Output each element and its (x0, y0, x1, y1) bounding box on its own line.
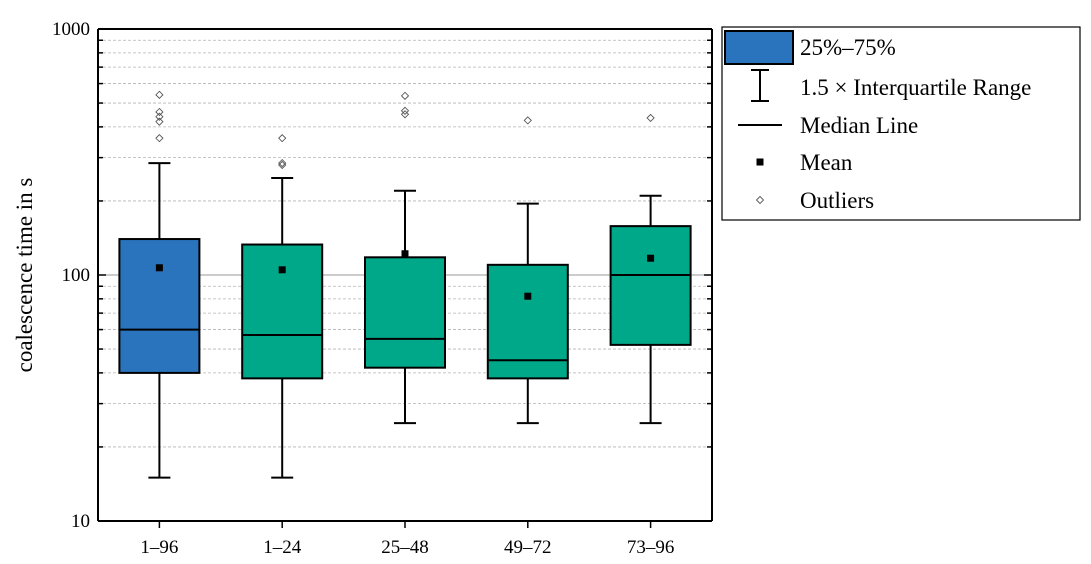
legend: 25%–75% 1.5 × Interquartile Range Median L… (721, 26, 1081, 221)
outlier-marker (400, 91, 410, 100)
x-tick-label: 25–48 (381, 537, 429, 558)
legend-label: 1.5 × Interquartile Range (800, 75, 1031, 100)
outlier-marker (523, 116, 532, 125)
outlier-marker (400, 106, 410, 115)
box-group (486, 116, 569, 425)
box-group (609, 113, 692, 425)
iqr-box (118, 238, 201, 374)
x-tick-label: 49–72 (504, 537, 552, 558)
mean-marker (524, 292, 532, 300)
box-group (364, 91, 446, 425)
x-tick-label: 1–96 (140, 537, 178, 558)
mean-marker (401, 250, 409, 258)
mean-marker (278, 266, 286, 274)
legend-item-mean: Mean (756, 150, 853, 175)
legend-box-swatch (724, 30, 794, 65)
outlier-marker (155, 107, 164, 117)
outlier-marker (646, 113, 655, 123)
axes: 10 100 1000 1–96 1–24 25–48 49–72 73–96 (52, 19, 713, 558)
mean-marker (647, 254, 655, 262)
y-tick-label: 1000 (52, 19, 90, 40)
legend-label: 25%–75% (800, 35, 896, 60)
legend-label: Mean (800, 150, 853, 175)
y-tick-label: 10 (71, 511, 90, 532)
outlier-marker (400, 110, 410, 119)
legend-item-whisker: 1.5 × Interquartile Range (751, 69, 1031, 102)
iqr-box (609, 225, 692, 346)
legend-outlier-swatch (755, 195, 765, 205)
legend-mean-swatch (756, 158, 764, 166)
outlier-marker (155, 112, 164, 121)
outlier-marker (155, 117, 164, 126)
outlier-marker (278, 134, 287, 143)
outlier-marker (155, 134, 164, 143)
outlier-marker (278, 158, 287, 168)
y-axis-label: coalescence time in s (12, 178, 37, 373)
iqr-box (364, 256, 446, 369)
legend-label: Outliers (800, 188, 874, 213)
x-tick-label: 1–24 (263, 537, 302, 558)
legend-label: Median Line (800, 113, 918, 138)
iqr-box (486, 263, 569, 380)
box-group (118, 90, 201, 479)
x-tick-label: 73–96 (627, 537, 675, 558)
legend-item-outlier: Outliers (755, 188, 874, 213)
y-tick-label: 100 (62, 265, 91, 286)
mean-marker (155, 264, 163, 272)
legend-item-median: Median Line (738, 113, 918, 138)
boxes (118, 90, 692, 479)
outlier-marker (155, 90, 164, 99)
box-group (241, 134, 324, 479)
legend-item-box: 25%–75% (724, 30, 896, 65)
iqr-box (241, 243, 324, 380)
